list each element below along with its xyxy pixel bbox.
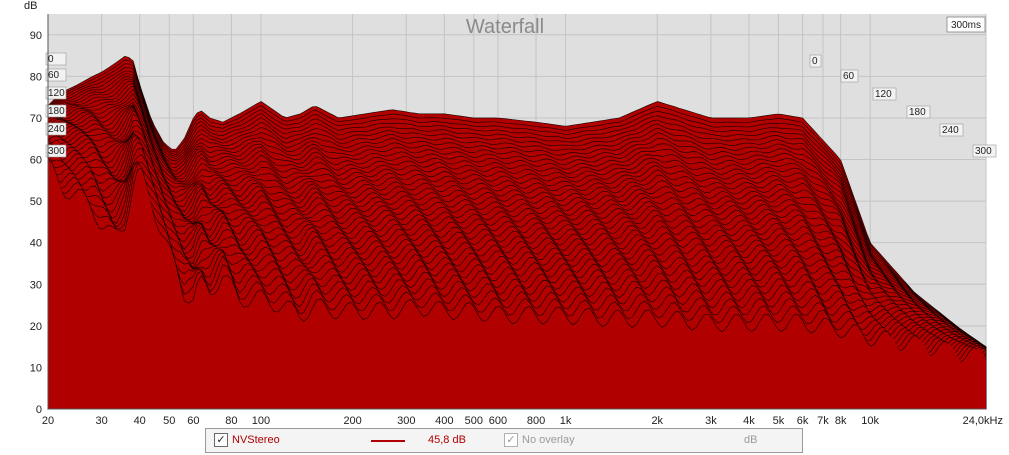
series-line-swatch: [371, 440, 405, 442]
time-tick-left-label: 0: [48, 54, 54, 65]
y-axis-label: dB: [24, 0, 37, 12]
time-tick-left-label: 60: [48, 70, 60, 81]
time-tick-left-label: 180: [48, 106, 65, 117]
time-tick-left-label: 120: [48, 88, 65, 99]
time-tick-right: 240: [939, 123, 964, 137]
series-name: NVStereo: [232, 434, 280, 446]
time-tick-left: 180: [45, 104, 67, 118]
x-tick-label: 6k: [797, 415, 809, 427]
time-tick-left-label: 240: [48, 124, 65, 135]
time-tick-right-box: [972, 144, 997, 158]
time-tick-left-box: [45, 144, 67, 158]
time-tick-left-box: [45, 68, 67, 82]
time-tick-left: 300: [45, 144, 67, 158]
x-tick-label: 20: [42, 415, 54, 427]
time-tick-right-box: [872, 87, 897, 101]
time-tick-right-label: 0: [812, 56, 818, 67]
time-tick-left: 120: [45, 86, 67, 100]
time-tick-right: 180: [906, 105, 931, 119]
time-tick-right-label: 120: [875, 89, 892, 100]
time-tick-right-box: [939, 123, 964, 137]
x-tick-label: 300: [397, 415, 415, 427]
y-tick-label: 50: [30, 196, 42, 208]
x-tick-label: 200: [343, 415, 361, 427]
time-tick-right: 120: [872, 87, 897, 101]
x-tick-label: 4k: [743, 415, 755, 427]
x-tick-label: 1k: [560, 415, 572, 427]
y-tick-label: 10: [30, 362, 42, 374]
x-tick-label: 500: [465, 415, 483, 427]
time-tick-right-box: [809, 54, 822, 68]
x-tick-label: 40: [134, 415, 146, 427]
x-tick-label: 8k: [835, 415, 847, 427]
overlay-label: No overlay: [522, 434, 575, 446]
y-tick-label: 20: [30, 321, 42, 333]
x-tick-label: 80: [225, 415, 237, 427]
waterfall-slice: [48, 167, 986, 409]
chart-title: Waterfall: [466, 16, 544, 38]
x-tick-label: 600: [489, 415, 507, 427]
time-tick-right: 300: [972, 144, 997, 158]
time-tick-right-label: 300: [975, 146, 992, 157]
y-tick-label: 70: [30, 113, 42, 125]
time-tick-right-box: [906, 105, 931, 119]
overlay-unit: dB: [744, 434, 758, 446]
time-tick-left-box: [45, 52, 67, 66]
time-tick-left-box: [45, 104, 67, 118]
y-tick-label: 40: [30, 238, 42, 250]
series-value: 45,8 dB: [428, 434, 466, 446]
x-tick-label: 60: [187, 415, 199, 427]
waterfall-slices: [47, 55, 987, 410]
time-tick-left: 240: [45, 122, 67, 136]
series-checkbox[interactable]: ✓: [214, 433, 228, 447]
time-tick-right-label: 180: [909, 107, 926, 118]
x-tick-label: 24,0kHz: [963, 415, 1003, 427]
time-tick-left: 0: [45, 52, 67, 66]
x-tick-label: 5k: [773, 415, 785, 427]
y-tick-label: 0: [36, 404, 42, 416]
overlay-checkbox[interactable]: ✓: [504, 433, 518, 447]
x-tick-label: 3k: [705, 415, 717, 427]
time-range-box: 300ms: [946, 16, 986, 33]
x-axis: 20 30 40 50 60 80 100 200 300 400 500 600 800 1k 2k 3k 4…: [42, 408, 1003, 427]
time-tick-right: 0: [809, 54, 822, 68]
time-tick-right-label: 60: [843, 71, 855, 82]
time-tick-left-box: [45, 122, 67, 136]
time-tick-right-box: [840, 69, 859, 83]
time-range-label: 300ms: [951, 20, 981, 31]
y-tick-label: 80: [30, 71, 42, 83]
time-axis: 0 0 60 60 120 120 180 180 240 240 300 300: [45, 52, 997, 158]
legend-bar: ✓ NVStereo 45,8 dB ✓ No overlay dB: [205, 428, 803, 453]
y-axis: 0 10 20 30 40 50 60 70 80 90: [30, 14, 49, 416]
time-tick-right: 60: [840, 69, 859, 83]
x-tick-label: 10k: [861, 415, 879, 427]
x-tick-label: 400: [435, 415, 453, 427]
time-tick-left-label: 300: [48, 146, 65, 157]
x-tick-label: 800: [527, 415, 545, 427]
time-tick-left-box: [45, 86, 67, 100]
y-tick-label: 30: [30, 279, 42, 291]
time-tick-left: 60: [45, 68, 67, 82]
x-tick-label: 100: [252, 415, 270, 427]
x-tick-label: 30: [96, 415, 108, 427]
x-tick-label: 7k: [817, 415, 829, 427]
time-tick-right-label: 240: [942, 125, 959, 136]
y-tick-label: 90: [30, 30, 42, 42]
x-tick-label: 50: [163, 415, 175, 427]
x-tick-label: 2k: [651, 415, 663, 427]
y-tick-label: 60: [30, 155, 42, 167]
